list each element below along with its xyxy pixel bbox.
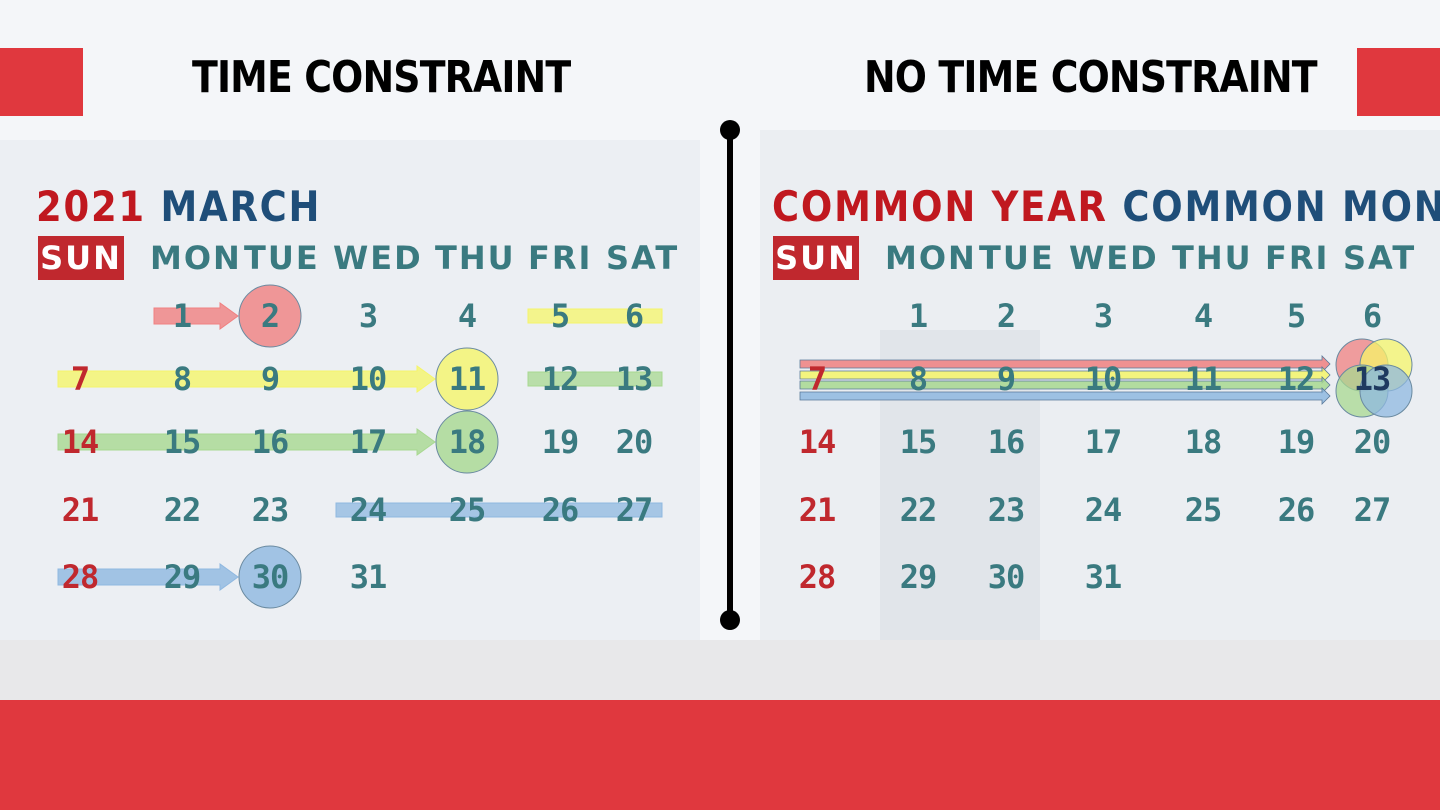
right-day-25: 25: [1184, 491, 1223, 529]
left-day-22: 22: [163, 491, 202, 529]
left-day-17: 17: [349, 423, 388, 461]
left-day-18: 18: [448, 423, 487, 461]
calendar-year: 2021: [36, 182, 146, 231]
right-day-7: 7: [807, 360, 827, 398]
right-day-18: 18: [1184, 423, 1223, 461]
right-day-10: 10: [1084, 360, 1123, 398]
left-weekday-mon: MON: [150, 239, 242, 277]
left-day-21: 21: [61, 491, 100, 529]
left-day-6: 6: [624, 297, 644, 335]
left-day-16: 16: [251, 423, 290, 461]
common-month-label: COMMON MONTH: [1122, 182, 1440, 231]
right-day-2: 2: [996, 297, 1016, 335]
right-day-24: 24: [1084, 491, 1123, 529]
right-weekday-fri: FRI: [1265, 239, 1330, 277]
left-day-2: 2: [260, 297, 280, 335]
left-day-9: 9: [260, 360, 280, 398]
right-day-6: 6: [1362, 297, 1382, 335]
right-day-19: 19: [1277, 423, 1316, 461]
left-weekday-sun: SUN: [38, 236, 124, 280]
right-day-15: 15: [899, 423, 938, 461]
right-weekday-sun: SUN: [773, 236, 859, 280]
left-day-15: 15: [163, 423, 202, 461]
left-day-19: 19: [541, 423, 580, 461]
right-day-17: 17: [1084, 423, 1123, 461]
left-day-23: 23: [251, 491, 290, 529]
left-calendar-heading: 2021 MARCH: [36, 182, 321, 231]
left-day-11: 11: [448, 360, 487, 398]
right-weekday-mon: MON: [885, 239, 977, 277]
common-year-label: COMMON YEAR: [772, 182, 1108, 231]
right-weekday-tue: TUE: [979, 239, 1055, 277]
right-day-3: 3: [1093, 297, 1113, 335]
right-day-31: 31: [1084, 558, 1123, 596]
right-day-30: 30: [987, 558, 1026, 596]
left-day-27: 27: [615, 491, 654, 529]
right-day-20: 20: [1353, 423, 1392, 461]
left-weekday-tue: TUE: [244, 239, 320, 277]
left-day-5: 5: [550, 297, 570, 335]
left-day-8: 8: [172, 360, 192, 398]
left-day-20: 20: [615, 423, 654, 461]
left-day-12: 12: [541, 360, 580, 398]
right-day-22: 22: [899, 491, 938, 529]
right-day-28: 28: [798, 558, 837, 596]
left-day-24: 24: [349, 491, 388, 529]
right-day-23: 23: [987, 491, 1026, 529]
left-day-30: 30: [251, 558, 290, 596]
left-day-4: 4: [457, 297, 477, 335]
left-panel-title: TIME CONSTRAINT: [192, 52, 571, 103]
right-day-13: 13: [1353, 360, 1392, 398]
left-day-31: 31: [349, 558, 388, 596]
left-weekday-sat: SAT: [606, 239, 680, 277]
left-day-28: 28: [61, 558, 100, 596]
left-day-14: 14: [61, 423, 100, 461]
right-calendar-heading: COMMON YEAR COMMON MONTH: [772, 182, 1440, 231]
right-day-14: 14: [798, 423, 837, 461]
right-day-11: 11: [1184, 360, 1223, 398]
right-day-26: 26: [1277, 491, 1316, 529]
left-weekday-thu: THU: [435, 239, 516, 277]
calendar-month: MARCH: [160, 182, 322, 231]
right-day-9: 9: [996, 360, 1016, 398]
left-day-3: 3: [358, 297, 378, 335]
right-day-16: 16: [987, 423, 1026, 461]
right-day-5: 5: [1286, 297, 1306, 335]
left-weekday-wed: WED: [333, 239, 423, 277]
right-day-29: 29: [899, 558, 938, 596]
right-day-1: 1: [908, 297, 928, 335]
left-day-29: 29: [163, 558, 202, 596]
left-day-7: 7: [70, 360, 90, 398]
right-weekday-sat: SAT: [1343, 239, 1417, 277]
left-day-10: 10: [349, 360, 388, 398]
right-panel-title: NO TIME CONSTRAINT: [864, 52, 1318, 103]
right-day-4: 4: [1193, 297, 1213, 335]
right-day-8: 8: [908, 360, 928, 398]
right-day-21: 21: [798, 491, 837, 529]
right-day-12: 12: [1277, 360, 1316, 398]
left-day-26: 26: [541, 491, 580, 529]
left-day-13: 13: [615, 360, 654, 398]
left-day-25: 25: [448, 491, 487, 529]
right-day-27: 27: [1353, 491, 1392, 529]
right-weekday-wed: WED: [1069, 239, 1159, 277]
right-weekday-thu: THU: [1172, 239, 1253, 277]
left-day-1: 1: [172, 297, 192, 335]
left-weekday-fri: FRI: [528, 239, 593, 277]
